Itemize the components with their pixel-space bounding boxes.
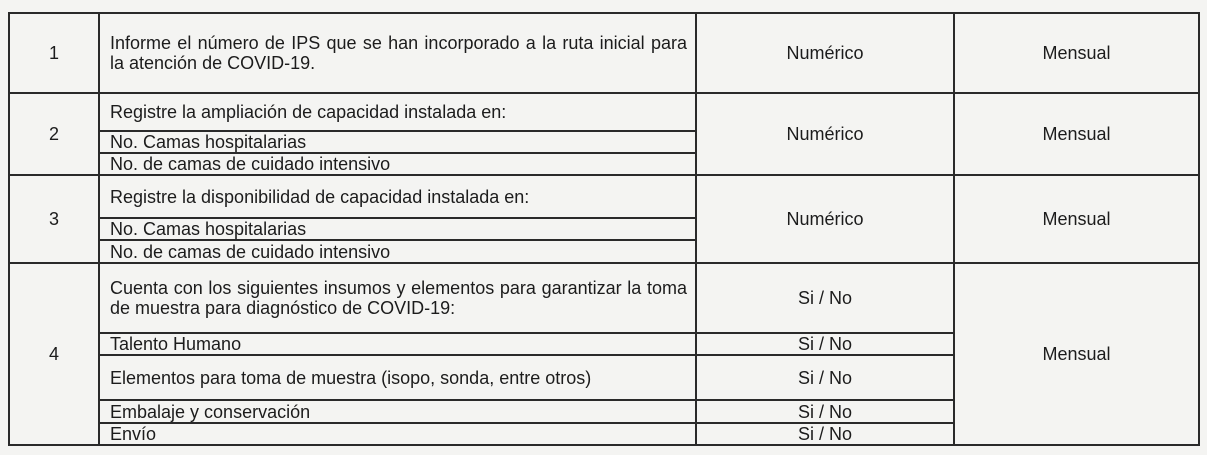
row-frequency: Mensual	[953, 174, 1200, 264]
indicators-table: 1 Informe el número de IPS que se han in…	[8, 12, 1200, 446]
table-row: 2 Registre la ampliación de capacidad in…	[8, 92, 1200, 176]
row-frequency: Mensual	[953, 92, 1200, 176]
row-number: 1	[8, 12, 100, 94]
row-number: 4	[8, 262, 100, 446]
row-subitem: Embalaje y conservación	[98, 399, 697, 424]
row-type: Numérico	[695, 92, 955, 176]
row-type: Si / No	[695, 262, 955, 334]
table-row: 4 Cuenta con los siguientes insumos y el…	[8, 262, 1200, 446]
row-type: Si / No	[695, 354, 955, 401]
row-description: Registre la ampliación de capacidad inst…	[98, 92, 697, 132]
row-number: 2	[8, 92, 100, 176]
row-subitem: No. de camas de cuidado intensivo	[98, 239, 697, 264]
table-row: 1 Informe el número de IPS que se han in…	[8, 12, 1200, 94]
handwritten-mark-icon	[1199, 410, 1205, 444]
row-subitem: No. Camas hospitalarias	[98, 130, 697, 154]
row-subitem: Envío	[98, 422, 697, 446]
row-type: Si / No	[695, 332, 955, 356]
row-subitem: No. de camas de cuidado intensivo	[98, 152, 697, 176]
table-row: 3 Registre la disponibilidad de capacida…	[8, 174, 1200, 264]
row-subitem: No. Camas hospitalarias	[98, 217, 697, 241]
row-type: Si / No	[695, 422, 955, 446]
row-frequency: Mensual	[953, 262, 1200, 446]
row-type: Numérico	[695, 174, 955, 264]
row-description: Informe el número de IPS que se han inco…	[98, 12, 697, 94]
row-type: Numérico	[695, 12, 955, 94]
row-frequency: Mensual	[953, 12, 1200, 94]
row-subitem: Talento Humano	[98, 332, 697, 356]
row-description: Cuenta con los siguientes insumos y elem…	[98, 262, 697, 334]
row-description: Registre la disponibilidad de capacidad …	[98, 174, 697, 219]
row-subitem: Elementos para toma de muestra (isopo, s…	[98, 354, 697, 401]
row-number: 3	[8, 174, 100, 264]
row-type: Si / No	[695, 399, 955, 424]
